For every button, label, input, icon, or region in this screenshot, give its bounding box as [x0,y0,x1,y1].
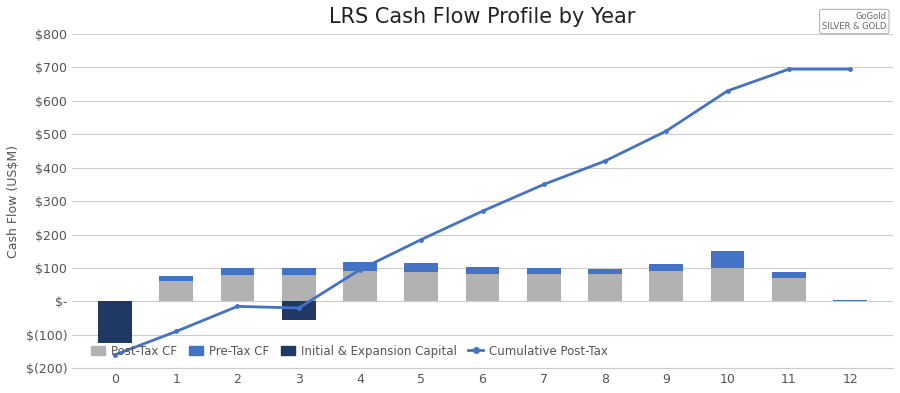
Bar [404,272,438,301]
Bar [98,301,131,343]
Bar [220,268,255,275]
Bar [282,268,316,275]
Bar [465,267,500,274]
Bar [159,281,193,301]
Y-axis label: Cash Flow (US$M): Cash Flow (US$M) [7,145,20,258]
Legend: Post-Tax CF, Pre-Tax CF, Initial & Expansion Capital, Cumulative Post-Tax: Post-Tax CF, Pre-Tax CF, Initial & Expan… [86,340,612,362]
Text: GoGold
SILVER & GOLD: GoGold SILVER & GOLD [822,12,886,31]
Bar [833,300,867,301]
Bar [282,275,316,301]
Title: LRS Cash Flow Profile by Year: LRS Cash Flow Profile by Year [329,7,635,27]
Bar [650,271,683,301]
Bar [526,274,561,301]
Bar [526,268,561,274]
Bar [650,264,683,271]
Bar [711,268,744,301]
Bar [589,274,622,301]
Bar [465,274,500,301]
Bar [772,272,806,278]
Bar [772,278,806,301]
Bar [343,262,377,271]
Bar [711,251,744,268]
Bar [343,271,377,301]
Bar [220,275,255,301]
Bar [404,263,438,272]
Bar [589,269,622,274]
Bar [159,276,193,281]
Bar [282,301,316,320]
